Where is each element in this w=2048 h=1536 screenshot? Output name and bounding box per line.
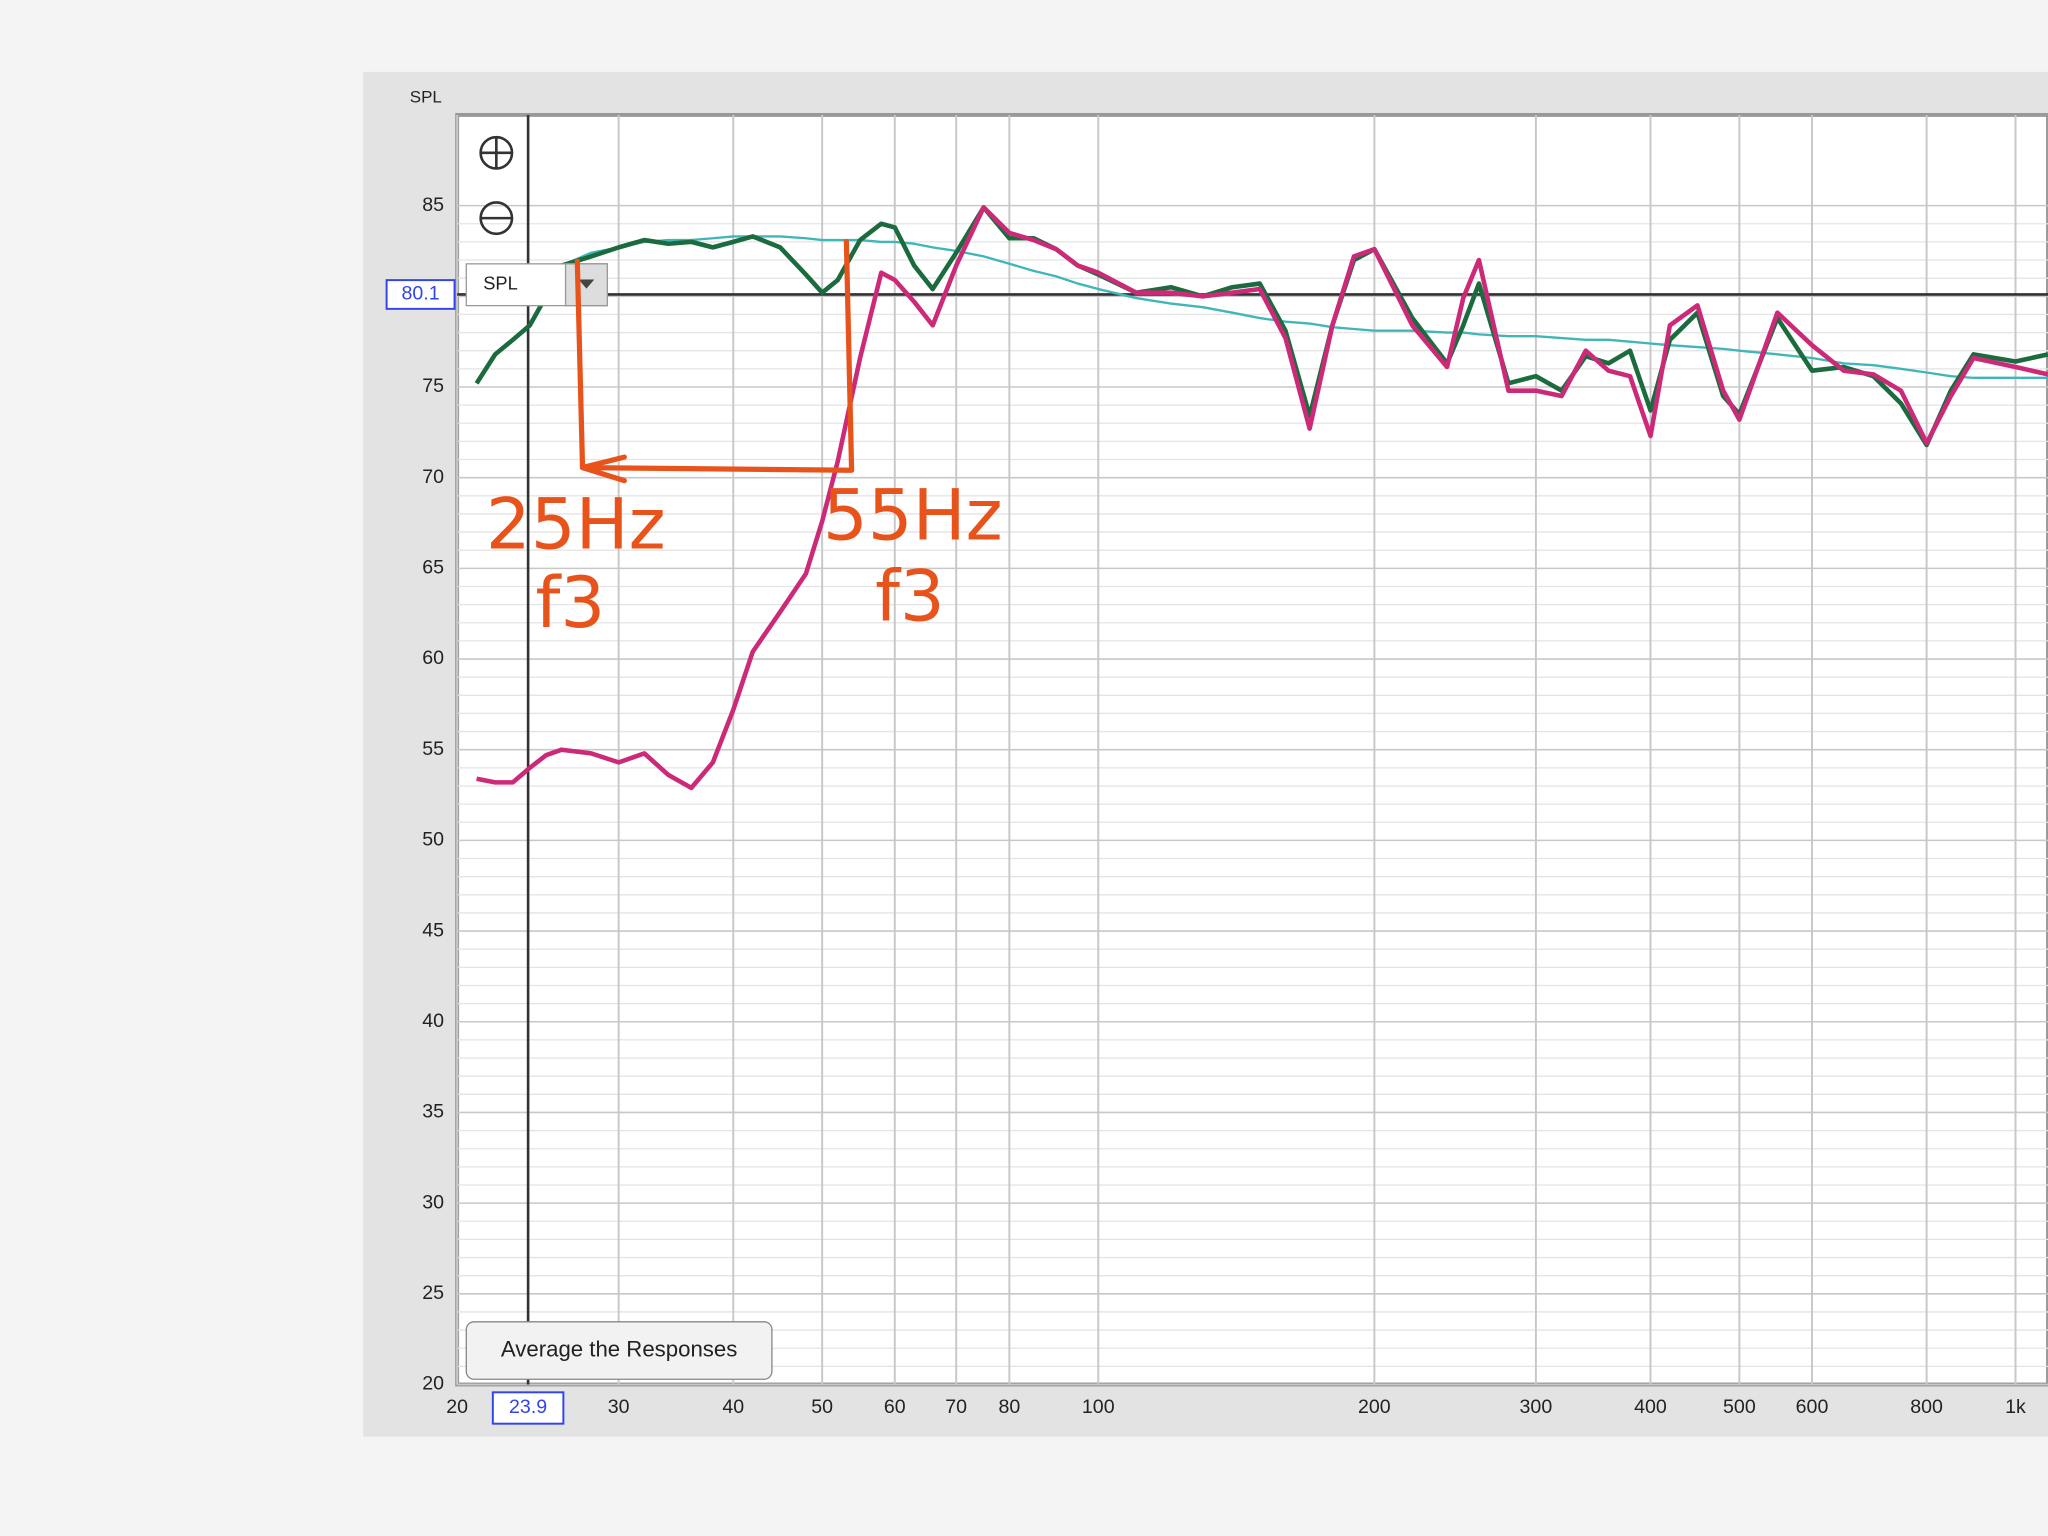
cursor-y-label: 80.1 <box>402 283 440 305</box>
dropdown[interactable]: SPL <box>465 263 608 307</box>
x-tick-label: 30 <box>608 1396 630 1418</box>
average-button[interactable]: Average the Responses <box>465 1321 773 1380</box>
zoom-controls <box>479 135 514 236</box>
button-label: Average the Responses <box>501 1336 737 1361</box>
series-line <box>561 235 2048 380</box>
y-tick-label: 45 <box>422 919 444 941</box>
x-tick-label: 70 <box>945 1396 967 1418</box>
x-tick-label: 200 <box>1358 1396 1391 1418</box>
y-tick-label: 75 <box>422 375 444 397</box>
x-tick-label: 20 <box>446 1396 468 1418</box>
y-tick-label: 55 <box>422 738 444 760</box>
x-tick-label: 1k <box>2005 1396 2026 1418</box>
zoom-in[interactable] <box>479 135 514 170</box>
x-tick-label: 60 <box>884 1396 906 1418</box>
y-tick-label: 40 <box>422 1010 444 1032</box>
grid <box>456 114 2048 1386</box>
y-axis-label: SPL <box>410 87 442 106</box>
x-tick-label: 80 <box>998 1396 1020 1418</box>
annotation-text: f3 <box>536 562 606 644</box>
y-tick-label: 30 <box>422 1191 444 1213</box>
arrow-head <box>579 454 627 484</box>
y-tick-label: 65 <box>422 557 444 579</box>
x-tick-label: 800 <box>1910 1396 1943 1418</box>
y-tick-label: 60 <box>422 647 444 669</box>
zoom-out[interactable] <box>479 201 514 236</box>
y-tick-label: 35 <box>422 1101 444 1123</box>
y-tick-label: 70 <box>422 466 444 488</box>
y-tick-label: 20 <box>422 1373 444 1395</box>
y-tick-label: 25 <box>422 1282 444 1304</box>
cursor-x-box <box>491 1391 565 1425</box>
x-tick-label: 40 <box>722 1396 744 1418</box>
x-tick-label: 500 <box>1723 1396 1756 1418</box>
annotation-text: 55Hz <box>823 474 1003 556</box>
x-tick-label: 400 <box>1634 1396 1667 1418</box>
dropdown-label: SPL <box>483 273 518 294</box>
x-tick-label: 50 <box>811 1396 833 1418</box>
series-line <box>476 205 2048 791</box>
button-box <box>465 1321 773 1380</box>
y-tick-label: 85 <box>422 194 444 216</box>
x-tick-label: 100 <box>1082 1396 1115 1418</box>
x-tick-label: 600 <box>1796 1396 1829 1418</box>
cursor-x-label: 23.9 <box>509 1396 547 1418</box>
dropdown-arrow <box>578 279 595 289</box>
series-layer <box>474 205 2048 791</box>
annotation-text: 25Hz <box>486 483 666 565</box>
tick-labels: 20 25 30 35 40 45 50 55 60 65 70 75 80 85 20 30 40 50 60 70… <box>385 194 2026 1425</box>
bracket <box>574 239 855 473</box>
annotation-bracket <box>574 239 855 484</box>
y-tick-label: 50 <box>422 829 444 851</box>
x-tick-label: 300 <box>1520 1396 1553 1418</box>
annotation-text: f3 <box>875 555 945 637</box>
cursor-y-box <box>385 279 456 310</box>
